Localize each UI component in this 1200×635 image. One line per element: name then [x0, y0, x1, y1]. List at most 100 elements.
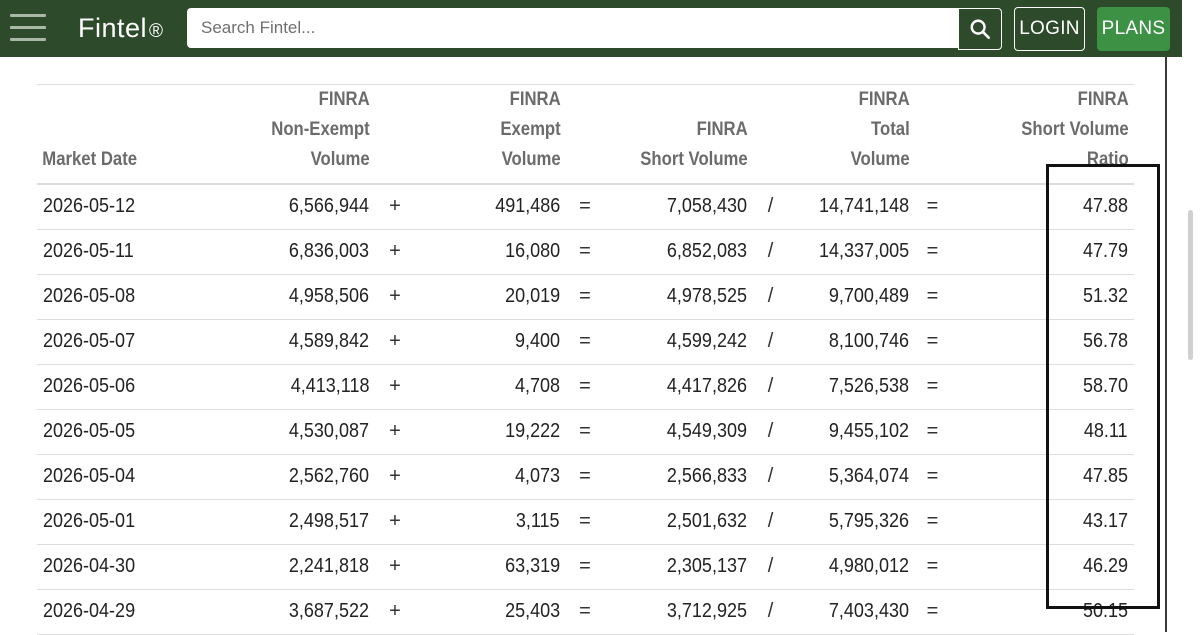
- cell-total-volume-text: 9,700,489: [828, 285, 909, 307]
- header-line-1: FINRA: [509, 89, 561, 110]
- cell-non-exempt-volume-text: 4,530,087: [288, 420, 369, 442]
- cell-short-volume-ratio: 48.11: [950, 409, 1134, 455]
- cell-total-volume: 5,364,074: [788, 454, 915, 500]
- cell-short-volume-ratio-text: 56.78: [1082, 330, 1128, 352]
- search-button[interactable]: [958, 8, 1002, 50]
- cell-market-date: 2026-05-08: [37, 274, 179, 320]
- cell-exempt-volume-text: 20,019: [504, 285, 560, 307]
- cell-market-date: 2026-05-11: [37, 229, 179, 275]
- cell-exempt-volume: 4,073: [415, 454, 566, 500]
- cell-short-volume-ratio: 47.79: [950, 229, 1134, 275]
- operator-symbol: =: [566, 544, 604, 590]
- cell-short-volume: 4,417,826: [604, 364, 753, 410]
- header-line-2: Non-Exempt Volume: [271, 119, 370, 170]
- cell-short-volume-ratio: 58.70: [950, 364, 1134, 410]
- cell-exempt-volume-text: 4,708: [514, 375, 560, 397]
- cell-exempt-volume-text: 25,403: [504, 600, 560, 622]
- cell-market-date-text: 2026-05-01: [43, 510, 136, 532]
- cell-total-volume: 5,795,326: [788, 499, 915, 545]
- header-line-2: Market Date: [42, 149, 138, 170]
- operator-symbol: +: [375, 319, 415, 365]
- table-header-row: Market Date FINRA Non-Exempt Volume FINR…: [37, 84, 1134, 185]
- column-header-exempt-volume[interactable]: FINRA Exempt Volume: [433, 84, 566, 185]
- cell-non-exempt-volume-text: 3,687,522: [288, 600, 369, 622]
- cell-short-volume-text: 2,566,833: [666, 465, 747, 487]
- cell-non-exempt-volume-text: 4,958,506: [288, 285, 369, 307]
- cell-short-volume-ratio-text: 43.17: [1082, 510, 1128, 532]
- table-row: 2026-04-30 2,241,818 +63,319 = 2,305,137 / 4,9…: [37, 544, 1134, 590]
- cell-exempt-volume-text: 491,486: [494, 195, 560, 218]
- operator-symbol: =: [915, 544, 950, 590]
- cell-short-volume-ratio: 50.15: [950, 589, 1134, 635]
- cell-market-date-text: 2026-05-04: [43, 465, 136, 487]
- cell-exempt-volume: 3,115: [415, 499, 566, 545]
- cell-exempt-volume-text: 19,222: [504, 420, 560, 442]
- table-row: 2026-05-04 2,562,760 +4,073 = 2,566,833 / 5,36…: [37, 454, 1134, 500]
- operator-symbol: /: [753, 229, 788, 275]
- cell-non-exempt-volume: 6,836,003: [179, 229, 375, 275]
- operator-symbol: /: [753, 364, 788, 410]
- header-line-1: FINRA: [1077, 89, 1129, 110]
- cell-non-exempt-volume: 4,530,087: [179, 409, 375, 455]
- operator-symbol: /: [753, 409, 788, 455]
- operator-symbol: +: [375, 589, 415, 635]
- table-row: 2026-05-01 2,498,517 +3,115 = 2,501,632 / 5,79…: [37, 499, 1134, 545]
- column-header-short-volume[interactable]: FINRA Short Volume: [621, 84, 753, 185]
- cell-non-exempt-volume: 4,589,842: [179, 319, 375, 365]
- cell-non-exempt-volume-text: 2,562,760: [288, 465, 369, 487]
- cell-non-exempt-volume-text: 2,241,818: [288, 555, 369, 577]
- operator-symbol: =: [915, 274, 950, 320]
- cell-short-volume: 4,599,242: [604, 319, 753, 365]
- fintel-logo[interactable]: Fintel ®: [78, 13, 164, 44]
- cell-total-volume: 7,403,430: [788, 589, 915, 635]
- plans-button[interactable]: PLANS: [1097, 7, 1170, 51]
- search-input[interactable]: [187, 8, 961, 48]
- column-header-short-volume-ratio[interactable]: FINRA Short Volume Ratio: [972, 84, 1134, 185]
- cell-total-volume: 4,980,012: [788, 544, 915, 590]
- logo-registered-mark: ®: [149, 21, 164, 42]
- cell-total-volume: 14,337,005: [788, 229, 915, 275]
- short-volume-table: Market Date FINRA Non-Exempt Volume FINR…: [37, 84, 1134, 635]
- cell-market-date-text: 2026-05-08: [43, 285, 136, 307]
- login-button[interactable]: LOGIN: [1014, 7, 1085, 51]
- cell-non-exempt-volume: 4,413,118: [179, 364, 375, 410]
- cell-short-volume: 3,712,925: [604, 589, 753, 635]
- table-row: 2026-05-08 4,958,506 +20,019 = 4,978,525 / 9,7…: [37, 274, 1134, 320]
- operator-symbol: +: [375, 454, 415, 500]
- cell-market-date: 2026-04-30: [37, 544, 179, 590]
- cell-non-exempt-volume-text: 4,589,842: [288, 330, 369, 352]
- cell-total-volume: 7,526,538: [788, 364, 915, 410]
- cell-market-date-text: 2026-05-07: [43, 330, 136, 352]
- cell-total-volume-text: 5,364,074: [828, 465, 909, 487]
- cell-exempt-volume: 19,222: [415, 409, 566, 455]
- cell-market-date: 2026-04-29: [37, 589, 179, 635]
- operator-symbol: /: [753, 184, 788, 230]
- operator-symbol: =: [915, 499, 950, 545]
- operator-header-spacer: [379, 84, 415, 185]
- column-header-non-exempt-volume[interactable]: FINRA Non-Exempt Volume: [202, 84, 375, 185]
- cell-non-exempt-volume: 4,958,506: [179, 274, 375, 320]
- cell-short-volume: 4,549,309: [604, 409, 753, 455]
- table-row: 2026-05-06 4,413,118 +4,708 = 4,417,826 / 7,52…: [37, 364, 1134, 410]
- header-line-2: Short Volume Ratio: [1021, 119, 1129, 170]
- cell-non-exempt-volume: 2,498,517: [179, 499, 375, 545]
- menu-icon[interactable]: [10, 14, 46, 42]
- cell-market-date-text: 2026-05-06: [43, 375, 136, 397]
- cell-short-volume-ratio-text: 50.15: [1082, 600, 1128, 622]
- cell-short-volume-text: 2,501,632: [666, 510, 747, 532]
- column-header-market-date[interactable]: Market Date: [37, 84, 162, 185]
- cell-market-date: 2026-05-04: [37, 454, 179, 500]
- cell-exempt-volume-text: 4,073: [514, 465, 560, 487]
- logo-text: Fintel: [78, 13, 148, 43]
- header-line-1: FINRA: [696, 119, 748, 140]
- cell-exempt-volume: 9,400: [415, 319, 566, 365]
- table-row: 2026-05-11 6,836,003 +16,080 = 6,852,083 / 14,…: [37, 229, 1134, 275]
- cell-non-exempt-volume-text: 4,413,118: [290, 375, 369, 397]
- operator-symbol: +: [375, 409, 415, 455]
- cell-short-volume: 2,566,833: [604, 454, 753, 500]
- cell-short-volume-text: 4,599,242: [666, 330, 747, 352]
- operator-symbol: +: [375, 364, 415, 410]
- cell-short-volume-text: 2,305,137: [666, 555, 747, 577]
- page-scrollbar[interactable]: [1188, 210, 1193, 360]
- column-header-total-volume[interactable]: FINRA Total Volume: [803, 84, 915, 185]
